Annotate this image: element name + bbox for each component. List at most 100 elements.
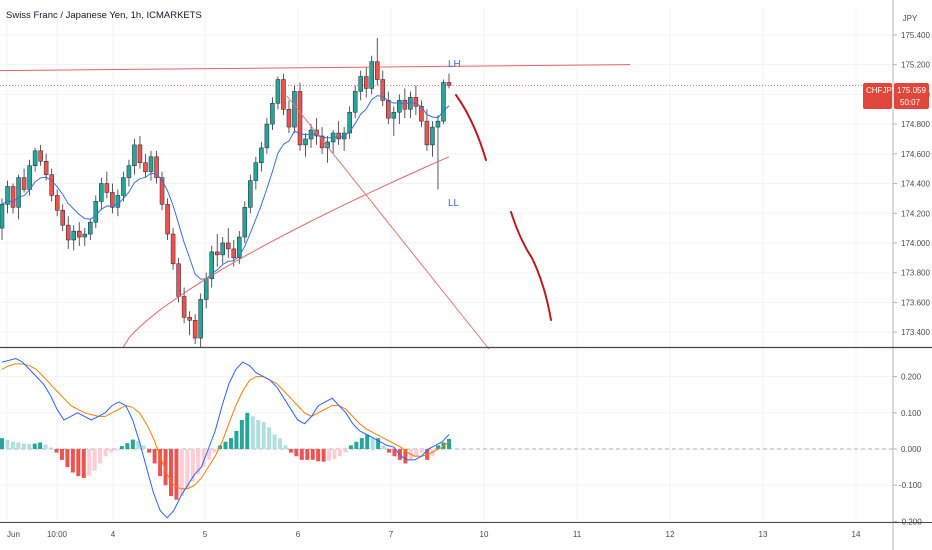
candle-body: [336, 132, 341, 140]
last-price-value: 175.059: [897, 86, 926, 95]
macd-histogram-bar: [103, 449, 108, 457]
macd-histogram-bar: [125, 443, 130, 449]
candle-body: [54, 195, 60, 211]
macd-histogram-bar: [370, 438, 375, 449]
candle-body: [281, 79, 286, 110]
macd-tick-label: 0.000: [901, 445, 922, 454]
candle-body: [187, 317, 192, 321]
price-tick-label: 174.200: [901, 209, 930, 218]
candle-body: [275, 79, 281, 104]
time-tick-label: 13: [759, 530, 768, 539]
macd-histogram-bar: [239, 420, 244, 449]
macd-histogram-bar: [16, 442, 21, 449]
candle-body: [363, 76, 369, 89]
macd-histogram-bar: [10, 441, 15, 449]
macd-tick-label: -0.100: [899, 481, 922, 490]
macd-histogram-bar: [272, 434, 277, 449]
macd-histogram-bar: [168, 449, 173, 497]
candle-body: [71, 230, 76, 241]
macd-histogram-bar: [288, 449, 293, 453]
candle-body: [43, 161, 49, 175]
candle-body: [303, 138, 308, 146]
candle-body: [435, 120, 441, 128]
candle-body: [214, 251, 220, 256]
countdown-value: 50:07: [900, 98, 921, 107]
candle-body: [375, 61, 380, 80]
macd-histogram-bar: [54, 449, 59, 453]
candle-body: [264, 123, 270, 149]
macd-histogram-bar: [365, 434, 370, 449]
candle-body: [242, 207, 248, 238]
candle-body: [391, 111, 397, 119]
macd-histogram-bar: [141, 445, 146, 449]
macd-histogram-bar: [27, 443, 32, 449]
candle-body: [176, 263, 181, 297]
candle-body: [60, 210, 65, 226]
price-tick-label: 173.400: [901, 328, 930, 337]
ema-slow-line: [122, 156, 450, 348]
candle-body: [0, 204, 5, 229]
macd-histogram-bar: [234, 430, 239, 449]
macd-histogram-bar: [267, 427, 272, 449]
candle-body: [226, 242, 231, 250]
candle-body: [93, 201, 99, 223]
candle-body: [192, 320, 198, 339]
macd-histogram-bar: [70, 449, 75, 473]
time-tick-label: 11: [573, 530, 582, 539]
candle-body: [82, 233, 88, 238]
macd-histogram-bar: [261, 421, 266, 449]
candle-body: [203, 278, 209, 300]
macd-histogram-bar: [98, 449, 103, 464]
price-tick-label: 175.200: [901, 61, 930, 70]
macd-histogram-bar: [354, 441, 359, 449]
projection-stroke: [455, 94, 487, 161]
candle-body: [446, 82, 452, 86]
macd-histogram-bar: [32, 443, 37, 449]
macd-histogram-bar: [109, 449, 114, 453]
time-tick-label: 12: [666, 530, 675, 539]
macd-histogram-bar: [92, 449, 97, 471]
time-tick-label: 4: [111, 530, 116, 539]
macd-histogram-bar: [65, 449, 70, 468]
macd-histogram-bar: [114, 449, 119, 451]
candle-body: [32, 150, 38, 166]
price-tag: CHFJPY: [863, 83, 898, 109]
candle-body: [237, 236, 242, 259]
grid-layer: [0, 8, 893, 522]
macd-histogram-bar: [174, 449, 179, 500]
candle-body: [115, 195, 121, 208]
macd-histogram-bar: [190, 449, 195, 482]
candle-body: [165, 204, 170, 235]
candle-body: [143, 162, 148, 172]
lh-label: LH: [448, 59, 461, 70]
candle-body: [386, 100, 391, 119]
candle-body: [441, 82, 446, 122]
candle-body: [49, 174, 54, 196]
macd-histogram-bar: [348, 445, 353, 449]
candle-body: [297, 91, 303, 146]
candle-body: [159, 177, 165, 205]
candle-body: [148, 156, 154, 172]
candle-body: [21, 177, 27, 190]
candle-body: [413, 97, 419, 107]
price-tick-label: 174.400: [901, 180, 930, 189]
macd-histogram-bar: [392, 449, 397, 457]
macd-histogram-bar: [343, 449, 348, 453]
resistance-line: [0, 64, 631, 72]
macd-histogram-bar: [163, 449, 168, 486]
macd-histogram-bar: [294, 449, 299, 457]
macd-histogram-bar: [310, 449, 315, 460]
macd-histogram-bar: [359, 438, 364, 449]
macd-histogram-bar: [76, 449, 81, 477]
symbol-tag: CHFJPY: [866, 86, 898, 95]
macd-histogram-bar: [376, 438, 381, 449]
macd-histogram-bar: [196, 449, 201, 475]
macd-tick-label: 0.200: [901, 373, 922, 382]
macd-histogram-bar: [49, 447, 54, 449]
macd-histogram-bar: [403, 449, 408, 464]
candle-body: [137, 144, 143, 163]
candle-body: [253, 162, 259, 181]
macd-layer: [0, 357, 893, 519]
macd-histogram-bar: [119, 446, 124, 449]
